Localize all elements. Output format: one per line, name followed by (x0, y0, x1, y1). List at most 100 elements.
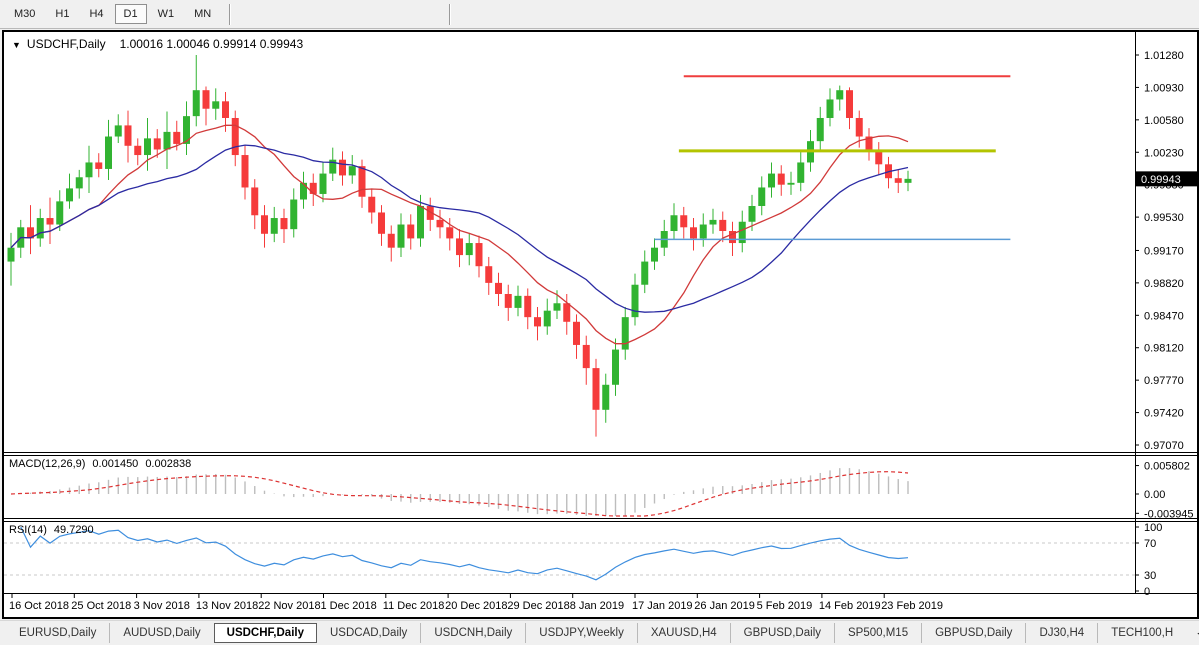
tab-4-usdcnh-daily[interactable]: USDCNH,Daily (420, 623, 525, 643)
candle-body (407, 224, 415, 239)
candle-body (222, 101, 229, 118)
candle-body (241, 155, 249, 188)
candle-body (368, 196, 376, 213)
candle-body (280, 218, 288, 230)
candle-body (261, 215, 268, 234)
candle-body (153, 138, 161, 150)
candle-body (690, 227, 697, 239)
tab-3-usdcad-daily[interactable]: USDCAD,Daily (329, 627, 408, 639)
timeframe-button-d1[interactable]: D1 (114, 4, 147, 24)
time-axis-label: 3 Nov 2018 (134, 600, 190, 612)
tab-2-usdchf-daily[interactable]: USDCHF,Daily (213, 623, 317, 643)
candle-body (397, 224, 405, 248)
rsi-axis-label: 30 (1144, 570, 1156, 582)
time-axis-label: 1 Dec 2018 (321, 600, 377, 612)
candle-body (612, 349, 619, 385)
candle-body (524, 295, 532, 318)
current-price-badge-text: 0.99943 (1141, 174, 1181, 186)
timeframe-button-h1[interactable]: H1 (55, 8, 70, 20)
price-axis-label: 1.00230 (1144, 147, 1184, 159)
candle-body (787, 182, 795, 185)
timeframe-button-m30[interactable]: M30 (14, 8, 36, 20)
tab-5-usdjpy-weekly[interactable]: USDJPY,Weekly (525, 623, 637, 643)
macd-label: MACD(12,26,9) 0.001450 0.002838 (9, 458, 198, 470)
candle-body (592, 368, 600, 410)
candle-body (300, 182, 307, 200)
time-axis-label: 8 Jan 2019 (570, 600, 624, 612)
candle-body (768, 173, 775, 188)
candle-body (251, 187, 259, 216)
rsi-line (20, 526, 909, 581)
macd-value-main: 0.001450 (92, 458, 139, 470)
macd-axis-label: 0.005802 (1144, 461, 1190, 473)
candle-body (670, 215, 678, 232)
symbol-dropdown-icon[interactable]: ▼ (12, 40, 21, 50)
timeframe-toolbar: M30 H1 H4 D1 W1 MN (0, 0, 1199, 29)
price-axis: 1.012801.009301.005801.002300.998800.995… (1135, 50, 1184, 452)
chart-ohlc-values: 1.00016 1.00046 0.99914 0.99943 (119, 37, 304, 51)
ma-fast-line (10, 124, 909, 345)
time-axis-label: 29 Dec 2018 (507, 600, 569, 612)
price-axis-label: 0.97770 (1144, 375, 1184, 387)
candle-body (836, 90, 844, 100)
rsi-axis-label: 100 (1144, 522, 1162, 534)
candle-body (95, 162, 103, 169)
candle-body (465, 243, 473, 256)
candle-body (894, 178, 902, 183)
timeframe-button-h4[interactable]: H4 (89, 8, 104, 20)
macd-axis-label: -0.003945 (1144, 508, 1194, 520)
candle-body (631, 284, 639, 318)
candle-body (378, 212, 385, 234)
candle-body (621, 317, 629, 350)
tab-11-tech100-h[interactable]: TECH100,H (1097, 623, 1186, 643)
candle-body (7, 247, 15, 262)
candle-body (573, 321, 580, 345)
tab-0-eurusd-daily[interactable]: EURUSD,Daily (19, 627, 97, 639)
tab-scroll-left-icon[interactable]: ◂ (1197, 628, 1199, 639)
chart-window: 1.012801.009301.005801.002300.998800.995… (2, 30, 1199, 619)
candle-body (75, 177, 83, 189)
candle-body (758, 187, 766, 206)
candle-body (231, 117, 239, 156)
candle-body (163, 131, 171, 150)
candle-body (56, 201, 64, 225)
price-axis-label: 0.97420 (1144, 408, 1184, 420)
candle-body (319, 173, 327, 194)
candle-body (114, 125, 122, 137)
macd-name: MACD(12,26,9) (9, 458, 86, 470)
time-axis-label: 5 Feb 2019 (757, 600, 813, 612)
time-axis-label: 11 Dec 2018 (383, 600, 445, 612)
candles (7, 55, 912, 437)
time-axis-label: 25 Oct 2018 (71, 600, 131, 612)
candle-body (456, 238, 463, 256)
candle-body (651, 247, 658, 262)
rsi-axis-label: 70 (1144, 538, 1156, 550)
macd-histogram (20, 468, 909, 516)
timeframe-button-w1[interactable]: W1 (157, 8, 175, 20)
candle-body (475, 243, 483, 267)
timeframe-buttons: M30 H1 H4 D1 W1 MN (5, 4, 222, 24)
candle-body (709, 219, 717, 225)
candle-body (105, 136, 112, 169)
time-axis-label: 22 Nov 2018 (258, 600, 320, 612)
candle-body (27, 227, 34, 239)
chart-symbol: USDCHF,Daily (26, 37, 106, 51)
candle-body (173, 131, 181, 144)
candle-body (504, 293, 512, 308)
candle-body (202, 90, 210, 109)
tab-9-gbpusd-daily[interactable]: GBPUSD,Daily (921, 623, 1025, 643)
price-axis-label: 0.98820 (1144, 278, 1184, 290)
candle-body (183, 116, 190, 144)
tab-1-audusd-daily[interactable]: AUDUSD,Daily (109, 623, 213, 643)
tab-8-sp500-m15[interactable]: SP500,M15 (834, 623, 921, 643)
candle-body (270, 218, 278, 234)
tab-10-dj30-h4[interactable]: DJ30,H4 (1025, 623, 1097, 643)
timeframe-button-mn[interactable]: MN (194, 8, 212, 20)
chart-canvas[interactable]: 1.012801.009301.005801.002300.998800.995… (4, 32, 1197, 617)
tab-6-xauusd-h4[interactable]: XAUUSD,H4 (636, 623, 730, 643)
candle-body (85, 162, 93, 178)
candle-body (553, 303, 561, 311)
candle-body (904, 178, 912, 183)
tab-7-gbpusd-daily[interactable]: GBPUSD,Daily (729, 623, 834, 643)
rsi-axis-label: 0 (1144, 586, 1150, 598)
